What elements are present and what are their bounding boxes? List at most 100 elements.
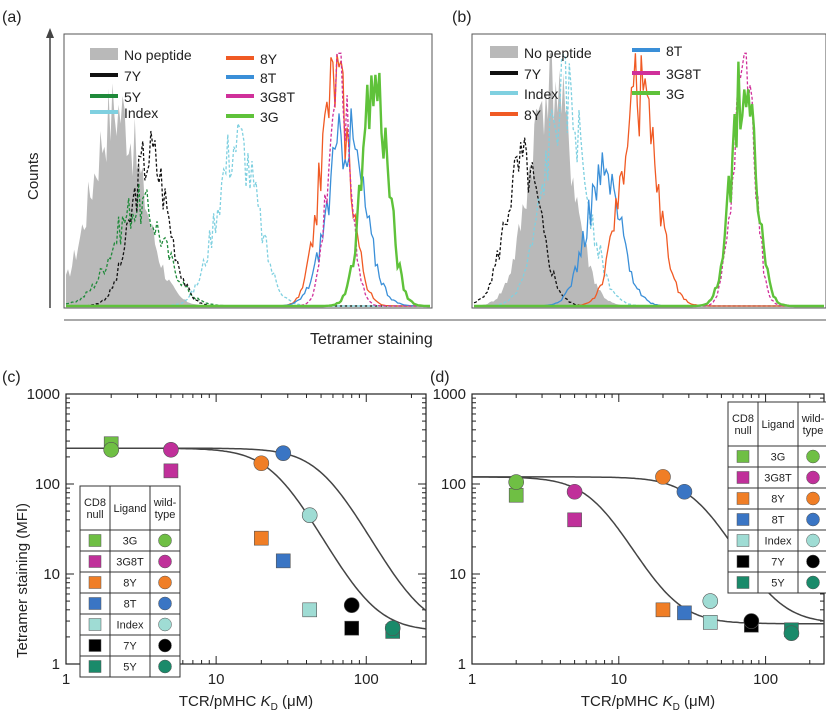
hist-legend-swatch-8t [632, 48, 660, 52]
legend-square-index [736, 534, 750, 547]
legend-square-8t [736, 513, 750, 526]
legend-header: wild- [801, 413, 825, 425]
point-wild-type-3g8t [566, 483, 583, 500]
y-tick-label: 1 [52, 656, 60, 673]
x-tick-label: 1 [468, 671, 476, 688]
hist-legend-label-3g8t: 3G8T [260, 89, 295, 105]
scatter-plot-d: 1 10 100 1 10 100 1000 TCR/pMHC KD (μM) [433, 386, 825, 712]
point-wild-type-index [301, 507, 318, 524]
hist-legend-swatch-7y [490, 71, 518, 75]
legend-circle-5y [158, 659, 172, 674]
y-tick-label: 1000 [27, 386, 60, 403]
hist-legend-swatch-8t [226, 75, 254, 79]
y-tick-label: 100 [441, 476, 466, 493]
histogram-b [473, 52, 824, 308]
hist-legend-swatch-7y [90, 73, 118, 77]
legend-ligand-index: Index [117, 620, 144, 632]
x-tick-label: 1 [62, 671, 70, 688]
hist-y-axis-label: Counts [25, 152, 42, 200]
fit-curve-d-0 [471, 476, 824, 625]
point-wild-type-8t [275, 445, 292, 461]
legend-ligand-5y: 5Y [123, 662, 137, 674]
legend-square-3g [736, 450, 750, 463]
legend-circle-3g [158, 533, 172, 548]
hist-legend-swatch-index [490, 91, 518, 95]
hist-legend-label-8y: 8Y [260, 51, 278, 67]
point-cd8-null-index [302, 602, 317, 618]
point-cd8-null-index [702, 615, 718, 630]
hist-legend-swatch-3g [632, 91, 660, 95]
x-tick-label: 100 [354, 671, 379, 688]
legend-circle-3g8t [806, 470, 820, 485]
hist-legend-label-index: Index [124, 105, 158, 121]
hist-legend-swatch-index [90, 110, 118, 114]
legend-ligand-8y: 8Y [123, 578, 137, 590]
legend-header: Ligand [113, 503, 146, 515]
hist-legend-swatch-3g8t [632, 71, 660, 75]
point-wild-type-5y [783, 625, 800, 641]
legend-header: Ligand [761, 419, 794, 431]
y-tick-label: 10 [43, 566, 60, 583]
hist-legend-swatch-no-peptide [490, 46, 518, 58]
x-tick-label: 10 [208, 671, 225, 688]
point-cd8-null-8y [254, 530, 269, 546]
point-wild-type-3g [508, 474, 524, 490]
point-wild-type-7y [343, 597, 360, 614]
legend-header: CD8 [732, 413, 754, 425]
point-wild-type-3g8t [163, 441, 179, 458]
legend-square-5y [88, 660, 102, 673]
point-wild-type-8y [655, 469, 671, 485]
hist-axes [46, 28, 826, 321]
histogram-a [65, 52, 430, 308]
hist-peak-no-peptide [474, 53, 824, 306]
legend-header: wild- [153, 497, 177, 509]
scatter-plot-c: 1 10 100 1 10 100 1000 TCR/pMHC KD (μM) [27, 386, 427, 712]
legend-ligand-3g: 3G [123, 536, 138, 548]
legend-header: null [734, 425, 751, 437]
legend-circle-3g8t [158, 554, 172, 569]
hist-legend-label-3g: 3G [666, 86, 685, 102]
legend-square-index [88, 618, 102, 631]
legend-ligand-3g: 3G [771, 452, 786, 464]
hist-legend-swatch-no-peptide [90, 48, 118, 60]
hist-legend-label-no-peptide: No peptide [524, 45, 592, 61]
hist-legend-swatch-8y [226, 56, 254, 60]
legend-square-8y [88, 576, 102, 589]
hist-legend-label-7y: 7Y [124, 68, 142, 84]
legend-circle-8t [806, 512, 820, 527]
hist-x-axis-label: Tetramer staining [310, 331, 433, 348]
legend-ligand-8y: 8Y [771, 494, 785, 506]
legend-ligand-3g8t: 3G8T [116, 557, 144, 569]
hist-peak-3g [66, 72, 430, 308]
legend-circle-7y [806, 554, 820, 569]
legend-circle-5y [806, 575, 820, 590]
legend-ligand-8t: 8T [772, 515, 785, 527]
x-axis-label-c: TCR/pMHC KD (μM) [179, 693, 313, 712]
legend-circle-7y [158, 638, 172, 653]
hist-legend-label-3g8t: 3G8T [666, 66, 701, 82]
hist-legend-label-5y: 5Y [124, 89, 142, 105]
hist-legend-label-3g: 3G [260, 109, 279, 125]
point-cd8-null-3g8t [567, 512, 582, 528]
legend-circle-8t [158, 596, 172, 611]
legend-square-8t [88, 597, 102, 610]
point-cd8-null-8y [655, 602, 671, 618]
hist-legend-label-7y: 7Y [524, 66, 542, 82]
point-cd8-null-3g [508, 487, 524, 503]
panel-label-c: (c) [2, 369, 21, 386]
hist-legend-label-8t: 8T [666, 43, 683, 59]
legend-header: type [155, 509, 176, 521]
point-cd8-null-8t [275, 553, 291, 569]
legend-circle-8y [158, 575, 172, 590]
legend-ligand-3g8t: 3G8T [764, 473, 792, 485]
point-wild-type-8y [253, 455, 270, 472]
legend-square-7y [88, 639, 102, 652]
point-wild-type-index [702, 593, 719, 609]
scatter-y-axis-label: Tetramer staining (MFI) [14, 503, 31, 658]
legend-header: type [803, 425, 824, 437]
x-tick-label: 10 [610, 671, 627, 688]
point-cd8-null-8t [677, 605, 692, 621]
